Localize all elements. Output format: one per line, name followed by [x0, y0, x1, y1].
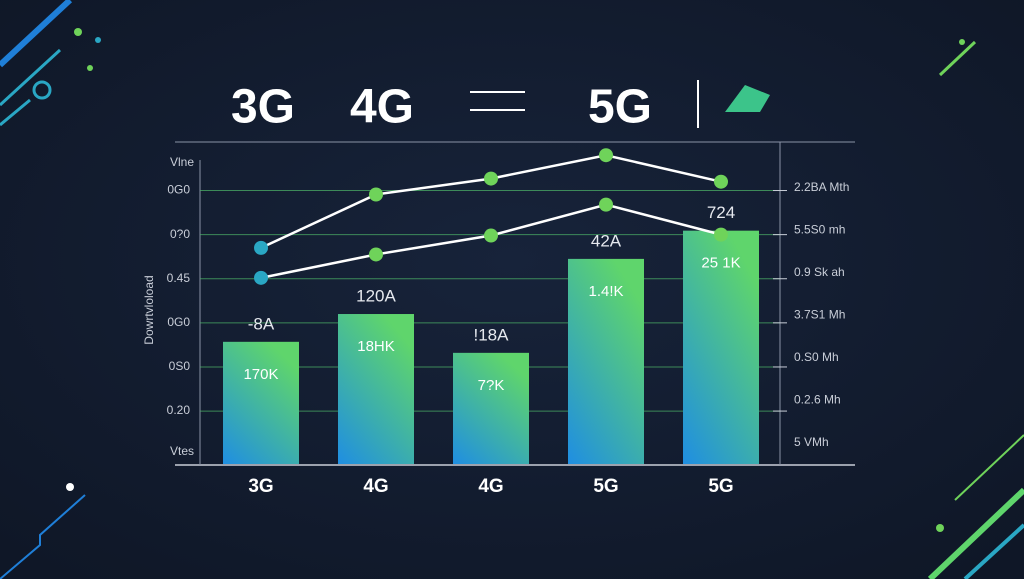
y-tick-label: 0.20	[167, 403, 191, 417]
bar	[223, 341, 299, 464]
x-tick-label: 5G	[593, 476, 618, 497]
x-tick-label: 4G	[478, 476, 503, 497]
header-text: 5G	[588, 81, 652, 134]
bar-inner-label: 170K	[243, 366, 278, 383]
bar-inner-label: 18HK	[357, 338, 395, 355]
right-axis-label: 0.2.6 Mh	[794, 393, 841, 407]
y-tick-label: 0S0	[169, 359, 191, 373]
x-tick-label: 4G	[363, 476, 388, 497]
line-marker	[254, 240, 268, 255]
line-marker	[369, 187, 383, 202]
y-tick-label: 0.45	[167, 271, 191, 285]
line-marker	[484, 228, 498, 243]
right-axis-label: 2.2BA Mth	[794, 180, 849, 194]
right-axis-label: 0.S0 Mh	[794, 350, 839, 364]
bar	[338, 314, 414, 464]
y-axis-title: Dowrtvloload	[142, 275, 156, 344]
right-axis-label: 3.7S1 Mh	[794, 308, 845, 322]
bar	[453, 352, 529, 464]
bar-inner-label: 1.4!K	[588, 283, 623, 300]
axis-note: Vlne	[170, 155, 194, 169]
bar-inner-label: 7?K	[478, 377, 505, 394]
bar-inner-label: 25 1K	[701, 255, 740, 272]
line-marker	[254, 270, 268, 285]
line-marker	[714, 227, 728, 242]
x-tick-label: 5G	[708, 476, 733, 497]
right-axis-label: 5 VMh	[794, 435, 829, 449]
x-tick-label: 3G	[248, 476, 273, 497]
bar	[683, 230, 759, 464]
bar-top-label: 724	[707, 203, 735, 222]
axis-note: Vtes	[170, 444, 194, 458]
bar-top-label: 120A	[356, 287, 396, 306]
right-axis-label: 5.5S0 mh	[794, 223, 845, 237]
line-marker	[714, 174, 728, 189]
line-marker	[599, 197, 613, 212]
line-marker	[369, 247, 383, 262]
y-tick-label: 0G0	[167, 183, 190, 197]
bar-top-label: 42A	[591, 231, 622, 250]
header-text: 4G	[350, 81, 414, 134]
y-tick-label: 0?0	[170, 227, 190, 241]
bar	[568, 258, 644, 464]
bar-top-label: !18A	[474, 325, 510, 344]
line-marker	[484, 171, 498, 186]
right-axis-label: 0.9 Sk ah	[794, 265, 845, 279]
y-tick-label: 0G0	[167, 315, 190, 329]
header-text: 3G	[231, 81, 295, 134]
line-marker	[599, 148, 613, 163]
bar-top-label: -8A	[248, 314, 275, 333]
